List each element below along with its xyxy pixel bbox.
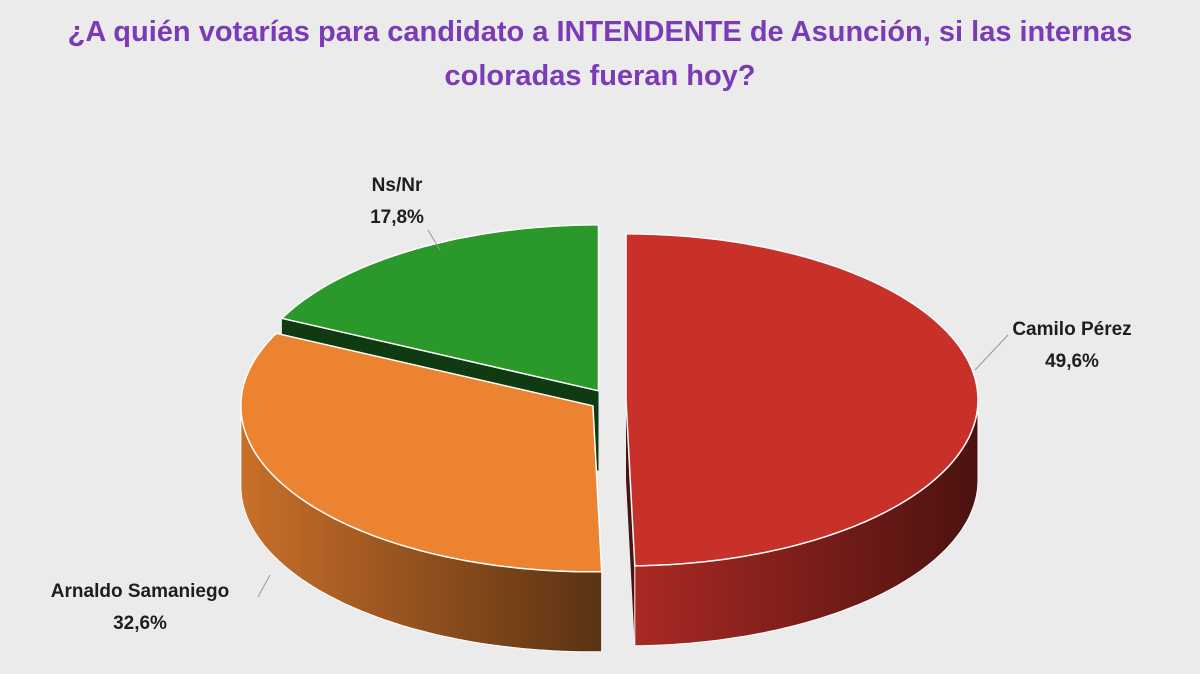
pie-slice [625,233,979,567]
leader-line [974,334,1009,371]
slice-cut-wall [626,399,635,646]
pie-slice [280,224,600,392]
chart-title: ¿A quién votarías para candidato a INTEN… [67,16,1133,92]
slice-value-label: 17,8% [370,207,424,228]
leader-line [257,574,271,598]
slice-value-label: 49,6% [1045,351,1099,372]
pie-slice [240,332,603,573]
slice-value-label: 32,6% [113,613,167,634]
leader-line [427,229,441,251]
slice-label: Camilo Pérez [1012,319,1131,340]
slice-label: Arnaldo Samaniego [51,581,229,602]
slice-label: Ns/Nr [372,175,423,196]
